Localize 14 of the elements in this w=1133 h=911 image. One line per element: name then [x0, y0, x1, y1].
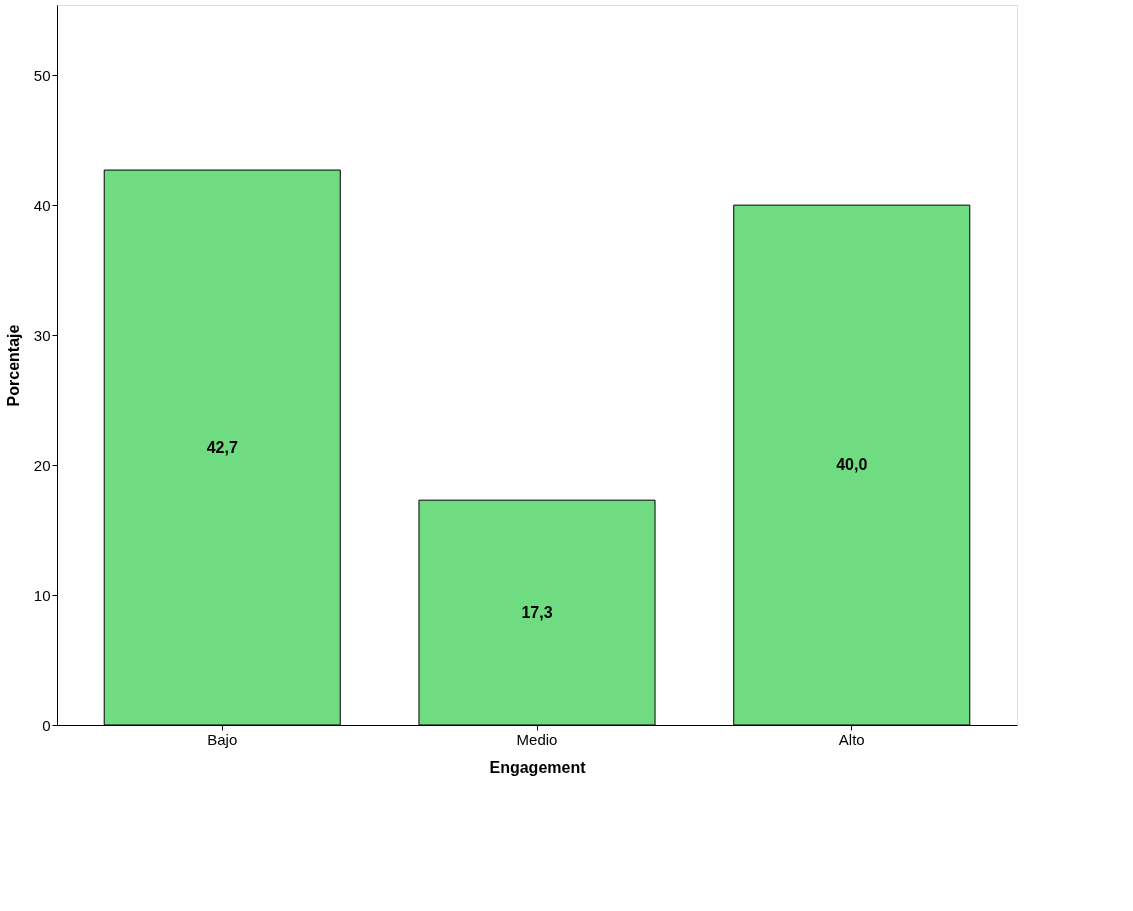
y-tick-label: 50	[33, 66, 51, 84]
data-label: 17,3	[521, 603, 553, 621]
y-tick-label: 30	[33, 326, 51, 344]
x-tick-label: Medio	[516, 730, 558, 748]
y-tick-label: 10	[33, 586, 51, 604]
x-tick-label: Alto	[838, 730, 865, 748]
x-axis-title: Engagement	[489, 758, 587, 776]
y-tick-label: 40	[33, 196, 51, 214]
y-tick-label: 0	[42, 716, 51, 734]
data-label: 42,7	[206, 438, 238, 456]
y-tick-label: 20	[33, 456, 51, 474]
x-tick-label: Bajo	[207, 730, 238, 748]
y-axis-title: Porcentaje	[4, 324, 22, 407]
data-label: 40,0	[836, 456, 868, 474]
